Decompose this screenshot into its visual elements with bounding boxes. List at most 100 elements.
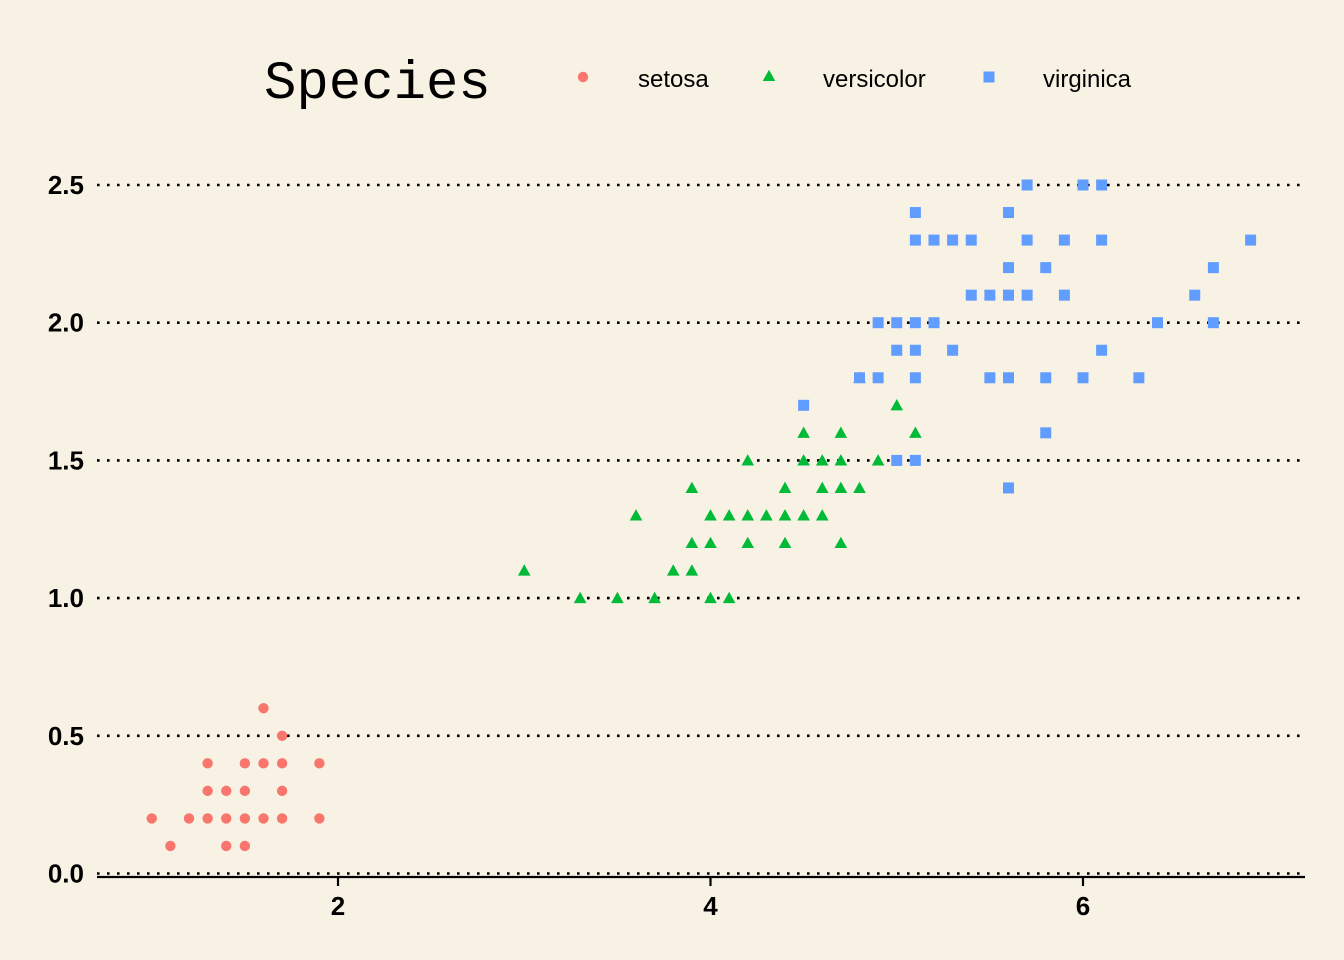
data-point-setosa (258, 758, 269, 769)
y-tick-label: 0.0 (48, 859, 84, 889)
data-point-virginica (1077, 179, 1089, 191)
data-point-virginica (1096, 344, 1108, 356)
data-point-versicolor (611, 591, 624, 604)
data-point-virginica (909, 207, 921, 219)
grid-lines (97, 183, 1305, 875)
legend-label-versicolor: versicolor (823, 66, 926, 93)
data-point-virginica (928, 234, 940, 246)
legend-label-setosa: setosa (638, 66, 709, 93)
series-setosa (146, 703, 325, 852)
data-point-virginica (1096, 179, 1108, 191)
data-point-versicolor (815, 481, 829, 493)
data-point-versicolor (778, 536, 792, 549)
data-point-virginica (909, 234, 921, 246)
data-point-versicolor (797, 509, 810, 521)
data-point-setosa (239, 758, 251, 769)
series-virginica (798, 179, 1257, 494)
data-point-versicolor (741, 536, 755, 549)
data-point-versicolor (778, 509, 792, 521)
data-point-virginica (1021, 289, 1033, 301)
data-point-virginica (1189, 289, 1201, 301)
data-point-virginica (891, 454, 903, 466)
data-point-setosa (258, 703, 269, 714)
data-point-versicolor (685, 536, 699, 549)
data-point-virginica (1245, 234, 1257, 246)
data-point-versicolor (666, 564, 680, 576)
y-axis-tick-labels: 0.0 0.5 1.0 1.5 2.0 2.5 (48, 170, 84, 889)
legend-item-versicolor: versicolor (762, 66, 926, 93)
data-point-versicolor (871, 454, 885, 466)
data-point-virginica (1021, 179, 1033, 191)
data-point-versicolor (704, 591, 717, 604)
data-point-versicolor (573, 591, 587, 604)
y-tick-label: 2.0 (48, 308, 84, 338)
data-point-versicolor (909, 426, 922, 438)
data-point-virginica (872, 372, 884, 384)
data-point-versicolor (722, 591, 736, 604)
data-point-versicolor (834, 481, 848, 493)
data-point-setosa (202, 785, 213, 797)
data-point-virginica (891, 317, 903, 329)
legend-title: Species (264, 54, 491, 115)
data-point-setosa (239, 785, 251, 797)
data-point-versicolor (722, 509, 736, 521)
y-tick-label: 0.5 (48, 721, 84, 751)
x-tick-label: 2 (331, 891, 345, 921)
data-point-virginica (965, 289, 977, 301)
data-point-setosa (202, 813, 213, 824)
data-point-versicolor (853, 481, 866, 493)
data-point-virginica (1003, 262, 1014, 274)
data-point-versicolor (704, 509, 717, 521)
legend-item-setosa: setosa (577, 66, 709, 93)
data-point-virginica (947, 234, 959, 246)
data-point-virginica (1096, 234, 1108, 246)
data-point-setosa (202, 758, 213, 769)
data-point-versicolor (815, 454, 829, 466)
data-point-versicolor (834, 536, 848, 549)
data-point-setosa (276, 730, 288, 741)
legend-marker-setosa (577, 71, 589, 83)
data-point-virginica (1133, 372, 1145, 384)
data-point-setosa (314, 758, 325, 769)
data-point-setosa (165, 840, 176, 852)
data-point-setosa (276, 758, 288, 769)
data-point-setosa (314, 813, 325, 824)
data-point-versicolor (517, 564, 531, 576)
legend-label-virginica: virginica (1043, 66, 1132, 93)
data-point-virginica (1040, 262, 1052, 274)
data-point-virginica (1003, 482, 1014, 494)
data-point-setosa (221, 785, 232, 797)
data-point-virginica (909, 372, 921, 384)
data-point-virginica (1040, 427, 1052, 439)
x-axis-tick-labels: 2 4 6 (331, 891, 1090, 921)
data-point-setosa (221, 840, 232, 852)
data-point-setosa (239, 840, 251, 852)
legend-items: setosa versicolor virginica (577, 66, 1132, 93)
data-point-setosa (146, 813, 157, 824)
data-point-virginica (1003, 207, 1014, 219)
data-point-versicolor (629, 509, 643, 521)
x-tick-label: 4 (703, 891, 718, 921)
data-point-versicolor (704, 536, 717, 549)
series-versicolor (517, 371, 922, 604)
data-point-virginica (1058, 234, 1070, 246)
data-points (146, 179, 1257, 852)
data-point-virginica (965, 234, 977, 246)
data-point-versicolor (685, 481, 699, 493)
data-point-virginica (909, 317, 921, 329)
data-point-versicolor (834, 454, 848, 466)
data-point-virginica (1207, 262, 1219, 274)
data-point-virginica (1207, 317, 1219, 329)
data-point-virginica (947, 344, 959, 356)
data-point-virginica (1058, 289, 1070, 301)
data-point-virginica (854, 372, 865, 384)
x-axis-ticks (336, 877, 1085, 886)
data-point-setosa (276, 785, 288, 797)
data-point-virginica (872, 317, 884, 329)
y-tick-label: 1.0 (48, 583, 84, 613)
data-point-virginica (984, 372, 996, 384)
legend-marker-virginica (983, 71, 995, 83)
data-point-virginica (1003, 289, 1014, 301)
data-point-versicolor (741, 509, 755, 521)
data-point-setosa (183, 813, 195, 824)
